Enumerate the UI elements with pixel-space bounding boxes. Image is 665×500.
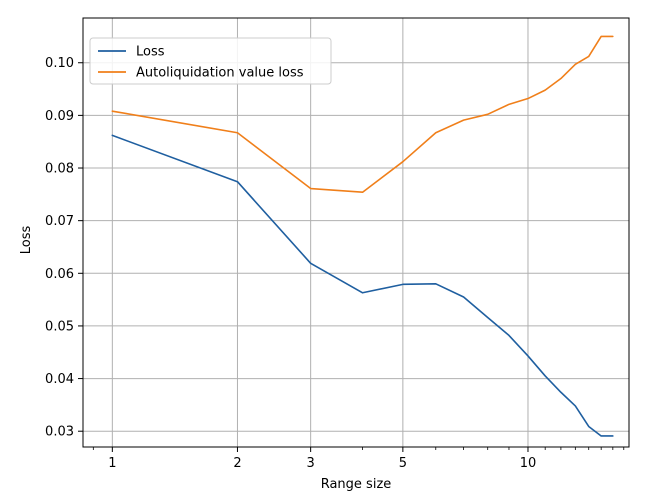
x-axis-label: Range size	[321, 477, 392, 492]
y-tick-label: 0.09	[45, 109, 74, 124]
legend: Loss Autoliquidation value loss	[89, 37, 332, 85]
x-tick-label: 1	[108, 456, 116, 471]
x-tick-label: 5	[399, 456, 407, 471]
grid-lines	[83, 18, 629, 447]
x-tick-label: 10	[520, 456, 537, 471]
y-tick-label: 0.10	[45, 56, 74, 71]
y-tick-label: 0.05	[45, 319, 74, 334]
legend-entry-label: Loss	[136, 45, 165, 60]
legend-box	[89, 37, 332, 85]
ticks: 1 2 3 5 10 0.03 0.04 0.05 0.06 0.07 0.08 0.09 0.10	[45, 56, 625, 471]
legend-entry-label: Autoliquidation value loss	[136, 66, 304, 81]
y-tick-label: 0.03	[45, 425, 74, 440]
y-tick-label: 0.08	[45, 162, 74, 177]
axes	[82, 17, 630, 448]
y-tick-label: 0.04	[45, 372, 74, 387]
series-layer	[111, 35, 614, 437]
x-tick-label: 3	[307, 456, 315, 471]
series-line-autoliquidation-value-loss	[111, 35, 614, 194]
y-tick-label: 0.06	[45, 267, 74, 282]
x-tick-label: 2	[233, 456, 241, 471]
y-tick-label: 0.07	[45, 214, 74, 229]
y-axis-label: Loss	[19, 226, 34, 255]
plot-frame	[82, 17, 630, 448]
series-line-loss	[111, 134, 614, 437]
